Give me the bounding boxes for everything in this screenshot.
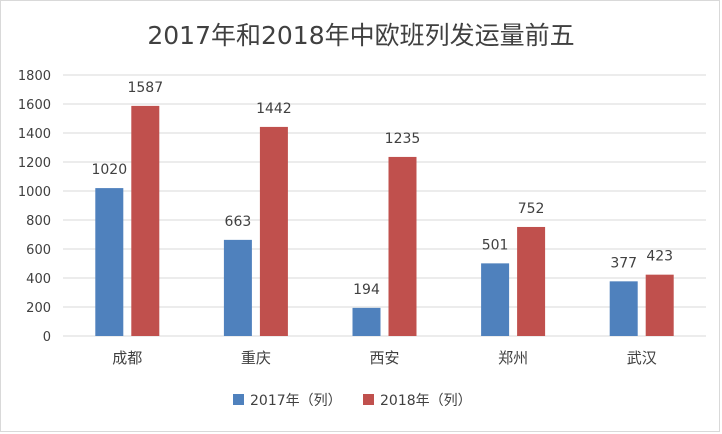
bar-2018-4 <box>645 274 674 336</box>
bar-2018-2 <box>388 156 417 336</box>
data-label: 194 <box>353 282 380 298</box>
x-category-label: 西安 <box>369 349 399 367</box>
data-label: 663 <box>225 214 252 230</box>
chart-title: 2017年和2018年中欧班列发运量前五 <box>147 21 574 50</box>
bar-2017-2 <box>352 307 381 336</box>
legend-swatch <box>233 394 244 405</box>
data-label: 1235 <box>385 131 421 147</box>
data-label: 752 <box>518 201 545 217</box>
y-tick-label: 1600 <box>18 98 51 113</box>
x-category-label: 武汉 <box>627 349 657 367</box>
x-category-label: 重庆 <box>241 349 271 367</box>
y-axis-ticks: 0 200 400 600 800 1000 1200 1400 1600 1800 <box>18 69 51 345</box>
bar-2018-0 <box>131 105 160 336</box>
y-tick-label: 200 <box>26 301 51 316</box>
data-label: 501 <box>482 237 509 253</box>
x-axis-categories: 成都 重庆 西安 郑州 武汉 <box>112 349 656 367</box>
y-tick-label: 1400 <box>18 127 51 142</box>
data-label: 377 <box>610 255 637 271</box>
bar-2017-3 <box>481 263 510 336</box>
y-tick-label: 400 <box>26 272 51 287</box>
legend: 2017年（列） 2018年（列） <box>233 393 472 409</box>
bar-2017-4 <box>609 281 638 336</box>
bar-2018-3 <box>517 226 546 336</box>
data-labels: 1020 1587 663 1442 194 1235 501 752 377 423 <box>91 80 673 298</box>
legend-label: 2018年（列） <box>380 393 472 409</box>
bar-2018-1 <box>259 126 288 336</box>
y-tick-label: 600 <box>26 243 51 258</box>
legend-label: 2017年（列） <box>250 393 342 409</box>
y-tick-label: 1800 <box>18 69 51 84</box>
y-tick-label: 800 <box>26 214 51 229</box>
y-tick-label: 0 <box>43 330 51 345</box>
x-category-label: 成都 <box>112 349 142 367</box>
bar-2017-1 <box>223 239 252 336</box>
legend-swatch <box>363 394 374 405</box>
y-tick-label: 1000 <box>18 185 51 200</box>
gridlines <box>63 74 706 308</box>
bar-2017-0 <box>95 188 124 336</box>
x-category-label: 郑州 <box>498 349 528 367</box>
y-tick-label: 1200 <box>18 156 51 171</box>
bars <box>95 105 674 336</box>
data-label: 1020 <box>91 162 127 178</box>
data-label: 1442 <box>256 101 292 117</box>
data-label: 423 <box>646 249 673 265</box>
data-label: 1587 <box>127 80 163 96</box>
